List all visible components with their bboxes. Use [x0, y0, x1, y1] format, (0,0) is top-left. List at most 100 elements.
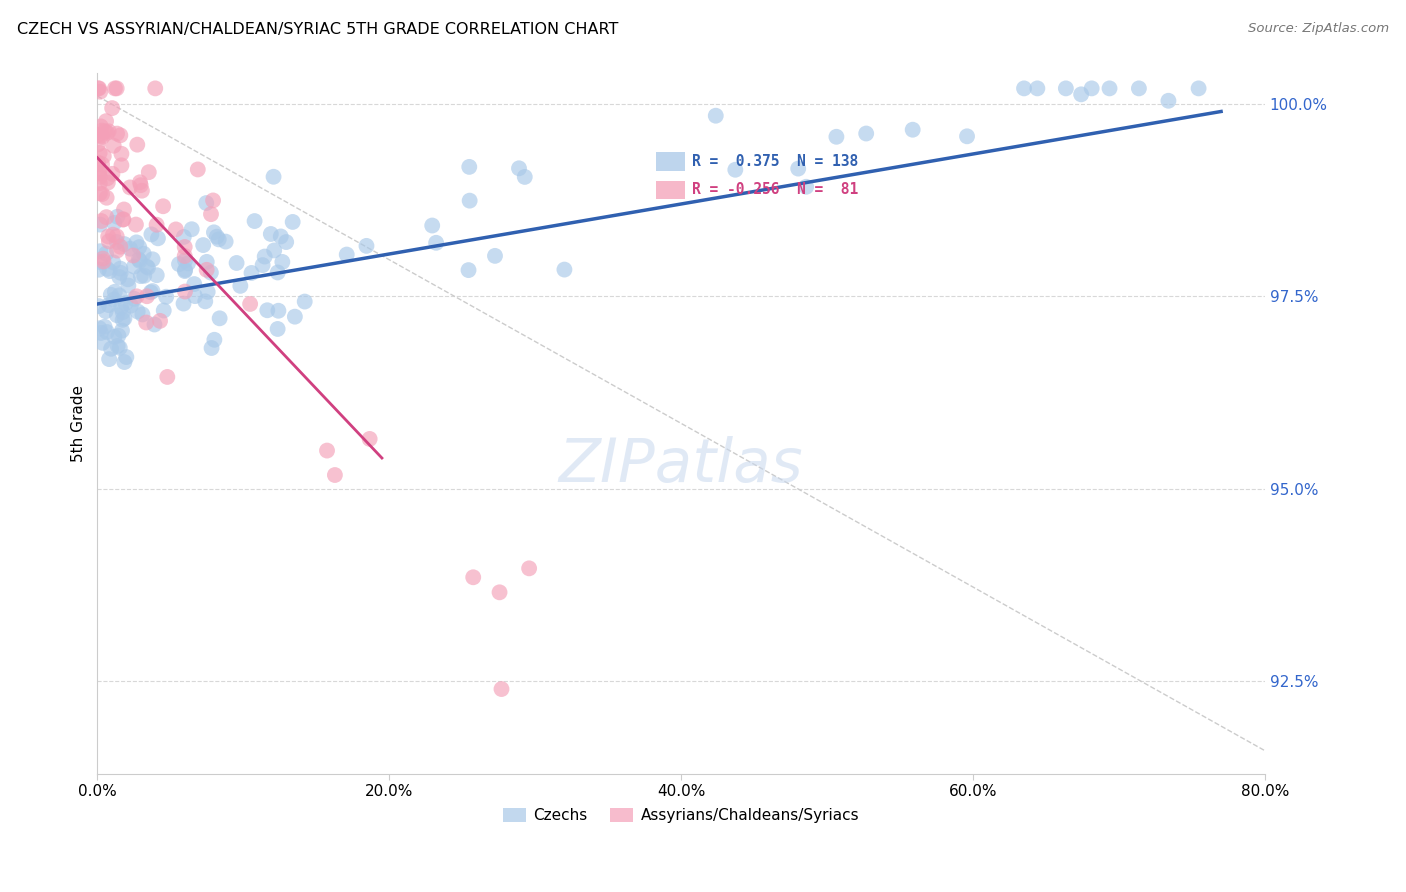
Point: [110, 301, 132, 315]
Point: [87, 262, 110, 277]
Point: [90, 123, 112, 137]
Point: [114, 311, 136, 326]
Point: [105, 81, 128, 95]
Point: [97, 235, 120, 249]
Point: [105, 210, 128, 224]
Point: [142, 252, 165, 267]
Point: [96, 191, 118, 205]
Point: [135, 260, 157, 274]
Point: [98, 264, 121, 278]
Point: [1054, 81, 1077, 95]
Point: [484, 249, 506, 263]
Point: [89, 186, 111, 201]
Point: [104, 81, 127, 95]
Point: [87, 128, 110, 142]
Point: [117, 272, 139, 286]
Point: [145, 218, 167, 232]
Point: [336, 247, 359, 261]
Point: [197, 285, 219, 299]
Point: [167, 257, 190, 271]
Point: [174, 263, 197, 277]
Point: [89, 255, 111, 269]
Bar: [657, 181, 686, 199]
Point: [825, 129, 848, 144]
Point: [134, 268, 156, 283]
Point: [89, 244, 111, 259]
Point: [202, 194, 225, 208]
Point: [108, 341, 131, 355]
Point: [146, 231, 169, 245]
Point: [105, 308, 128, 322]
Point: [463, 570, 485, 584]
Point: [111, 313, 134, 327]
Point: [187, 162, 209, 177]
Point: [101, 227, 124, 242]
Point: [120, 242, 142, 256]
Text: CZECH VS ASSYRIAN/CHALDEAN/SYRIAC 5TH GRADE CORRELATION CHART: CZECH VS ASSYRIAN/CHALDEAN/SYRIAC 5TH GR…: [17, 22, 619, 37]
Point: [200, 341, 222, 355]
Point: [125, 235, 148, 250]
Point: [173, 296, 195, 310]
Point: [110, 261, 132, 276]
Point: [138, 165, 160, 179]
Point: [93, 254, 115, 268]
Point: [508, 161, 530, 176]
Point: [267, 265, 290, 279]
Point: [101, 101, 124, 115]
Point: [87, 166, 110, 180]
Point: [152, 199, 174, 213]
Point: [87, 81, 110, 95]
Point: [1026, 81, 1049, 95]
Point: [284, 310, 307, 324]
Point: [173, 264, 195, 278]
Point: [513, 169, 536, 184]
Point: [425, 235, 447, 250]
Point: [458, 160, 481, 174]
Point: [87, 81, 110, 95]
Point: [93, 319, 115, 334]
Point: [208, 311, 231, 326]
Point: [94, 246, 117, 260]
Point: [114, 296, 136, 310]
Point: [517, 561, 540, 575]
Point: [263, 244, 285, 258]
Point: [122, 248, 145, 262]
Point: [252, 258, 274, 272]
Point: [96, 126, 118, 140]
Point: [1157, 94, 1180, 108]
Point: [205, 229, 228, 244]
Point: [155, 290, 177, 304]
Point: [316, 443, 339, 458]
Point: [87, 167, 110, 181]
Point: [87, 155, 110, 169]
Point: [91, 130, 114, 145]
Point: [141, 284, 163, 298]
Point: [488, 585, 510, 599]
Point: [359, 432, 381, 446]
Point: [112, 202, 135, 217]
Point: [956, 129, 979, 144]
Point: [105, 229, 128, 244]
Point: [118, 180, 141, 194]
Point: [97, 176, 120, 190]
Point: [263, 169, 285, 184]
Point: [180, 222, 202, 236]
Point: [229, 278, 252, 293]
Point: [260, 227, 283, 241]
Legend: Czechs, Assyrians/Chaldeans/Syriacs: Czechs, Assyrians/Chaldeans/Syriacs: [496, 802, 866, 830]
Point: [103, 138, 125, 153]
Point: [239, 297, 262, 311]
Point: [724, 162, 747, 177]
Point: [128, 252, 150, 267]
Point: [794, 179, 817, 194]
Point: [132, 246, 155, 260]
Point: [112, 212, 135, 227]
Point: [105, 235, 128, 249]
Point: [174, 253, 197, 268]
Point: [89, 321, 111, 335]
Point: [1012, 81, 1035, 95]
Point: [91, 187, 114, 202]
Text: Source: ZipAtlas.com: Source: ZipAtlas.com: [1249, 22, 1389, 36]
Point: [90, 214, 112, 228]
Point: [131, 184, 153, 198]
